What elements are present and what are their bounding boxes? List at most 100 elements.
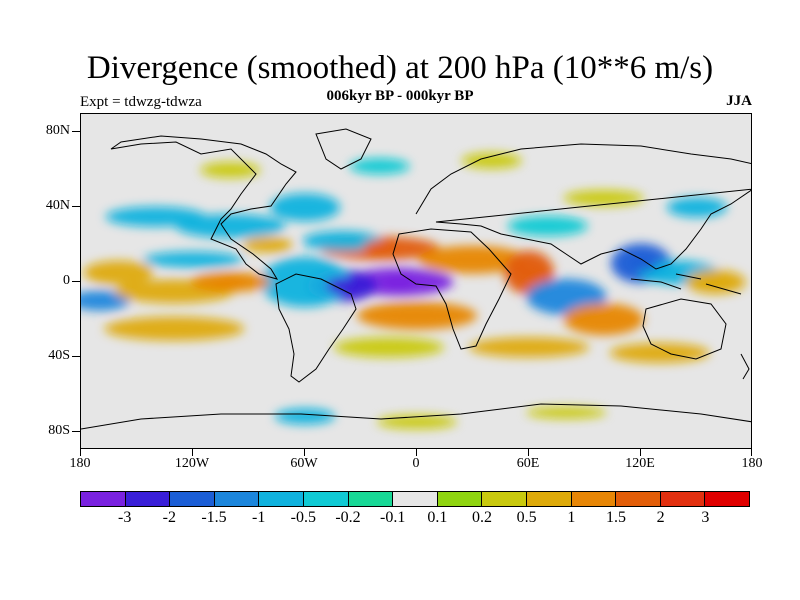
colorbar-box bbox=[437, 492, 483, 506]
colorbar-box bbox=[303, 492, 349, 506]
field-feature bbox=[214, 274, 247, 290]
field-patch bbox=[143, 251, 243, 268]
colorbar-box bbox=[393, 492, 438, 506]
colorbar-label: -0.2 bbox=[335, 509, 361, 526]
field-patch bbox=[349, 158, 410, 175]
y-tick-label: 40S bbox=[48, 348, 70, 363]
colorbar-box bbox=[170, 492, 215, 506]
colorbar-box bbox=[482, 492, 527, 506]
field-feature bbox=[625, 255, 657, 272]
field-feature bbox=[382, 274, 415, 290]
field-patch bbox=[275, 408, 335, 425]
coastline-eurasia bbox=[415, 143, 751, 270]
x-tick-label: 60W bbox=[290, 456, 318, 471]
colorbar-label: -0.1 bbox=[379, 509, 406, 526]
y-tick bbox=[72, 356, 80, 357]
x-tick-label: 120E bbox=[625, 456, 655, 471]
x-tick-label: 0 bbox=[412, 456, 420, 471]
colorbar bbox=[80, 491, 750, 507]
y-tick bbox=[72, 131, 80, 132]
field-patch bbox=[81, 290, 130, 311]
colorbar-label: -0.5 bbox=[290, 509, 316, 526]
colorbar-label: -1.5 bbox=[201, 509, 227, 526]
x-tick bbox=[416, 449, 417, 456]
colorbar-box bbox=[348, 492, 394, 506]
page-title: Divergence (smoothed) at 200 hPa (10**6 … bbox=[86, 50, 714, 86]
colorbar-box bbox=[125, 492, 171, 506]
colorbar-box bbox=[81, 492, 126, 506]
field-patch bbox=[83, 260, 154, 285]
colorbar-label: 2 bbox=[656, 509, 665, 526]
field-patch bbox=[334, 337, 444, 358]
coastline-australia bbox=[642, 298, 727, 360]
colorbar-label: 1.5 bbox=[606, 509, 626, 526]
colorbar-box bbox=[705, 492, 749, 506]
y-tick bbox=[72, 431, 80, 432]
coastline-south-america bbox=[275, 273, 357, 383]
field-feature bbox=[326, 277, 359, 294]
field-patch bbox=[461, 152, 522, 169]
colorbar-label: 0.5 bbox=[516, 509, 537, 526]
colorbar-box bbox=[214, 492, 260, 506]
field-patch bbox=[175, 214, 286, 238]
x-tick bbox=[640, 449, 641, 456]
field-patch bbox=[563, 303, 644, 336]
season-label: JJA bbox=[726, 93, 752, 109]
field-patch bbox=[242, 236, 293, 253]
coastlines bbox=[81, 128, 751, 430]
colorbar-label: -1 bbox=[251, 509, 266, 526]
coastline-greenland bbox=[315, 128, 372, 170]
coastline-new-zealand bbox=[740, 353, 750, 380]
coastline-indonesia bbox=[630, 273, 742, 295]
field-patch bbox=[563, 190, 644, 206]
coastline-africa bbox=[392, 228, 512, 350]
field-patch bbox=[105, 206, 206, 227]
colorbar-label: -2 bbox=[162, 509, 176, 526]
y-tick-label: 40N bbox=[45, 198, 70, 213]
map-panel bbox=[80, 113, 752, 449]
colorbar-label: 3 bbox=[701, 509, 710, 526]
field-patch bbox=[260, 257, 350, 307]
field-feature bbox=[513, 264, 545, 281]
y-tick bbox=[72, 281, 80, 282]
field-patch bbox=[357, 301, 477, 330]
colorbar-box bbox=[571, 492, 617, 506]
field-patch bbox=[418, 245, 528, 274]
x-tick bbox=[80, 449, 81, 456]
field-patch bbox=[667, 197, 727, 218]
x-tick bbox=[192, 449, 193, 456]
field-patch bbox=[104, 316, 245, 341]
field-patch bbox=[609, 342, 710, 363]
field-patch bbox=[270, 193, 340, 222]
period-label: 006kyr BP - 000kyr BP bbox=[326, 88, 474, 104]
field-patch bbox=[507, 216, 588, 236]
colorbar-label: 1 bbox=[567, 509, 576, 526]
colorbar-label: 0.2 bbox=[472, 509, 492, 526]
y-tick-label: 80N bbox=[45, 123, 70, 138]
y-tick bbox=[72, 206, 80, 207]
colorbar-box bbox=[660, 492, 706, 506]
field-patch bbox=[200, 162, 261, 178]
colorbar-box bbox=[616, 492, 661, 506]
field-patch bbox=[526, 406, 607, 419]
colorbar-box bbox=[259, 492, 304, 506]
coastline-antarctica bbox=[81, 403, 751, 430]
colorbar-label: 0.1 bbox=[427, 509, 448, 526]
field-feature bbox=[699, 274, 732, 290]
x-tick-label: 120W bbox=[174, 456, 210, 471]
x-tick-label: 180 bbox=[741, 456, 763, 471]
x-tick bbox=[751, 449, 752, 456]
experiment-label: Expt = tdwzg-tdwza bbox=[80, 94, 202, 110]
x-tick-label: 180 bbox=[69, 456, 91, 471]
coastline-north-america bbox=[110, 135, 297, 280]
field-patch bbox=[469, 337, 589, 358]
colorbar-box bbox=[526, 492, 572, 506]
colorbar-label: -3 bbox=[117, 509, 132, 526]
field-patch bbox=[302, 230, 383, 251]
x-tick bbox=[304, 449, 305, 456]
x-tick-label: 60E bbox=[516, 456, 540, 471]
y-tick-label: 0 bbox=[63, 273, 70, 288]
x-tick bbox=[528, 449, 529, 456]
y-tick-label: 80S bbox=[48, 423, 70, 438]
field-feature bbox=[363, 240, 396, 257]
